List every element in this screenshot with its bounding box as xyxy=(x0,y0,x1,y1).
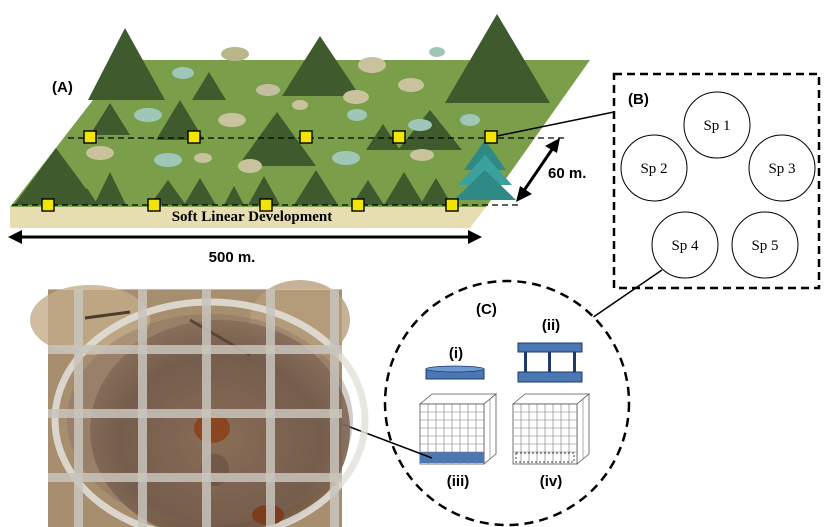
forest-trees xyxy=(14,14,550,205)
subplot-sp4: Sp 4 xyxy=(651,211,719,279)
subplot-sp2: Sp 2 xyxy=(620,134,688,202)
plot-marker xyxy=(147,198,161,212)
road-label: Soft Linear Development xyxy=(172,209,333,225)
plot-marker xyxy=(445,198,459,212)
treatment-iii-cage xyxy=(418,393,498,465)
plot-marker xyxy=(299,130,313,144)
height-arrow xyxy=(516,138,560,202)
plot-marker xyxy=(484,130,498,144)
treatment-iv-cage xyxy=(511,393,591,465)
treatment-ii-covered-dish xyxy=(517,342,583,383)
panel-c-label: (C) xyxy=(476,301,497,318)
treatment-iii-label: (iii) xyxy=(447,473,470,490)
plot-marker xyxy=(83,130,97,144)
treatment-iv-label: (iv) xyxy=(540,473,563,490)
svg-text:Sp 3: Sp 3 xyxy=(768,161,795,177)
treatment-i-dish xyxy=(425,365,485,380)
width-label: 500 m. xyxy=(209,249,256,266)
plot-marker xyxy=(41,198,55,212)
plot-marker xyxy=(259,198,273,212)
plot-markers xyxy=(41,130,498,212)
panel-a: Soft Linear Development (A) 500 m. 60 m. xyxy=(8,14,615,266)
connector-a-b xyxy=(496,111,615,137)
height-label: 60 m. xyxy=(548,165,586,182)
treatment-i-label: (i) xyxy=(449,345,463,362)
plot-marker xyxy=(351,198,365,212)
subplot-sp1: Sp 1 xyxy=(683,91,751,159)
panel-b: (B) Sp 1 Sp 2 Sp 3 Sp 4 Sp 5 xyxy=(591,72,821,319)
connector-b-c xyxy=(591,269,663,319)
width-arrow xyxy=(8,230,482,244)
road-strip xyxy=(10,207,486,228)
svg-text:Sp 1: Sp 1 xyxy=(703,118,730,134)
subplot-sp5: Sp 5 xyxy=(731,211,799,279)
panel-b-label: (B) xyxy=(628,91,649,108)
svg-text:Sp 5: Sp 5 xyxy=(751,238,778,254)
svg-text:Sp 4: Sp 4 xyxy=(671,238,699,254)
plot-marker xyxy=(187,130,201,144)
field-photo xyxy=(30,280,369,527)
plot-marker xyxy=(392,130,406,144)
shrubs xyxy=(86,47,480,173)
connector-c-photo xyxy=(341,423,433,459)
treatment-ii-label: (ii) xyxy=(542,317,560,334)
pine-tree-icon xyxy=(454,140,516,200)
subplot-sp3: Sp 3 xyxy=(748,134,816,202)
panel-c: (C) (i) (ii) xyxy=(341,279,631,527)
panel-a-label: (A) xyxy=(52,79,73,96)
svg-text:Sp 2: Sp 2 xyxy=(640,161,667,177)
